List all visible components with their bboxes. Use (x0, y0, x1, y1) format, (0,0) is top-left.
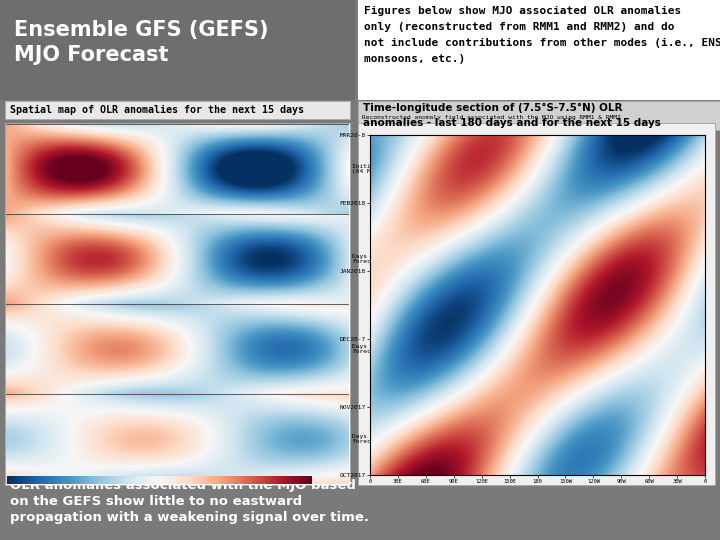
Text: MJO Forecast: MJO Forecast (14, 45, 168, 65)
Text: Time-longitude section of (7.5°S-7.5°N) OLR: Time-longitude section of (7.5°S-7.5°N) … (363, 103, 623, 113)
Bar (358, 123, 715, 485)
Text: OLR anomalies associated with the MJO based: OLR anomalies associated with the MJO ba… (10, 479, 356, 492)
Text: Initial Date
(04 Mar 2018): Initial Date (04 Mar 2018) (352, 164, 401, 174)
Bar (5, 123, 350, 485)
Text: anomalies - last 180 days and for the next 15 days: anomalies - last 180 days and for the ne… (363, 118, 661, 128)
Bar (358, 101, 720, 130)
Text: propagation with a weakening signal over time.: propagation with a weakening signal over… (10, 511, 369, 524)
Text: monsoons, etc.): monsoons, etc.) (364, 54, 465, 64)
Text: only (reconstructed from RMM1 and RMM2) and do: only (reconstructed from RMM1 and RMM2) … (364, 22, 675, 32)
Text: Days 11-15 Ave
Forecast: Days 11-15 Ave Forecast (352, 434, 405, 444)
Text: Reconstructed anomaly field associated with the MJO using RMM1 & RMM2: Reconstructed anomaly field associated w… (362, 115, 621, 120)
Bar (0, 0, 355, 100)
Text: Days 1-5 Ave
Forecast: Days 1-5 Ave Forecast (352, 254, 397, 265)
Text: not include contributions from other modes (i.e., ENSO,: not include contributions from other mod… (364, 38, 720, 48)
Text: on the GEFS show little to no eastward: on the GEFS show little to no eastward (10, 495, 302, 508)
Text: Days 5-10 Ave
Forecast: Days 5-10 Ave Forecast (352, 343, 401, 354)
Text: Figures below show MJO associated OLR anomalies: Figures below show MJO associated OLR an… (364, 6, 681, 16)
Bar (358, 0, 720, 100)
Text: Spatial map of OLR anomalies for the next 15 days: Spatial map of OLR anomalies for the nex… (10, 105, 304, 115)
Bar (5, 101, 350, 119)
Text: Ensemble GFS (GEFS): Ensemble GFS (GEFS) (14, 20, 269, 40)
